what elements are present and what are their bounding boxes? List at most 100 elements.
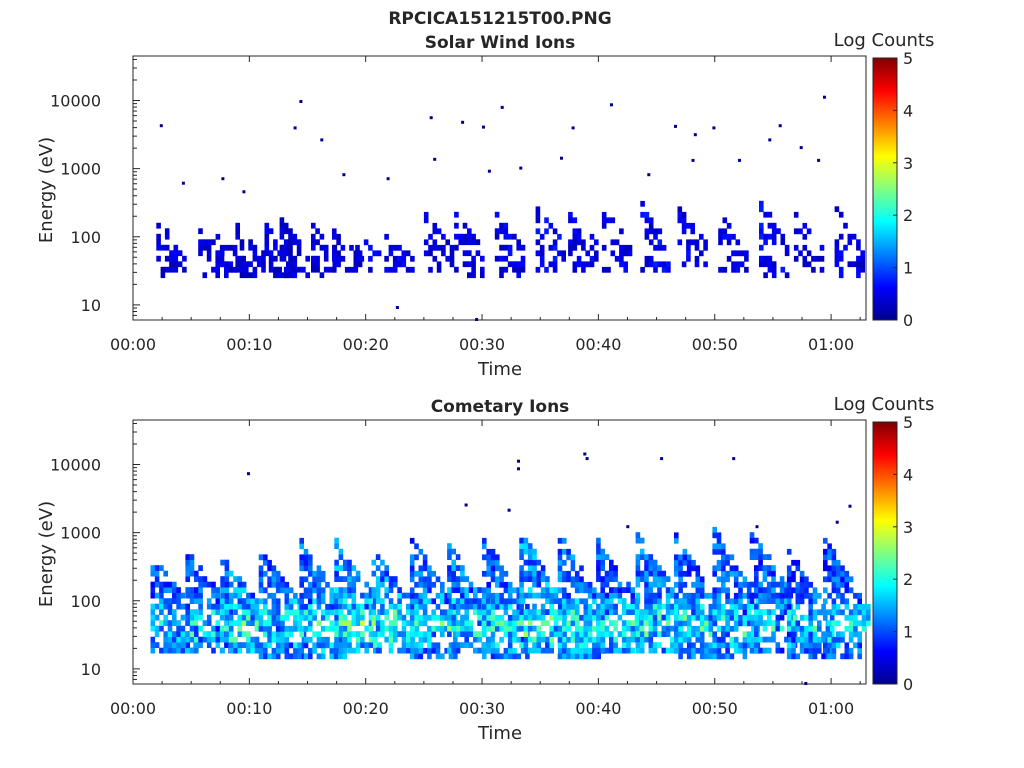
spectrogram-cell [333, 653, 339, 660]
spectrogram-cell [334, 543, 339, 549]
spectrogram-cell [708, 614, 714, 621]
spectrogram-cell [422, 603, 428, 610]
spectrogram-cell [427, 565, 432, 572]
spectrogram-cell [252, 250, 258, 257]
spectrogram-cell [838, 250, 844, 257]
spectrogram-cell [721, 642, 726, 649]
spectrogram-cell [788, 636, 793, 643]
spectrogram-cell [198, 587, 203, 593]
spectrogram-cell [263, 625, 268, 632]
spectrogram-cell [441, 244, 446, 251]
spectrogram-cell [721, 603, 726, 610]
spectrogram-cell [246, 636, 251, 643]
spectrogram-cell [600, 609, 606, 616]
spectrogram-cell [206, 631, 212, 637]
spectrogram-cell [536, 576, 542, 582]
spectrogram-cell [363, 239, 369, 246]
spectrogram-cell [694, 255, 700, 262]
spectrogram-cell [670, 642, 675, 648]
spectrogram-cell [751, 631, 756, 638]
spectrogram-cell [482, 609, 487, 616]
spectrogram-cell [735, 239, 741, 246]
spectrogram-cell [545, 587, 550, 593]
spectrogram-cell [804, 631, 809, 638]
spectrogram-cell [176, 631, 181, 637]
spectrogram-cell [428, 266, 433, 273]
spectrogram-cell [725, 620, 730, 627]
spectrogram-cell [609, 576, 614, 582]
spectrogram-cell [368, 603, 374, 610]
spectrogram-cell [581, 266, 586, 273]
spectrogram-cell [263, 559, 268, 566]
spectrogram-cell [766, 620, 772, 626]
spectrogram-cell [758, 620, 763, 626]
spectrogram-cell [853, 642, 858, 649]
spectrogram-cell [553, 631, 559, 637]
spectrogram-cell [786, 581, 792, 588]
spectrogram-cell [406, 631, 411, 637]
spectrogram-cell [653, 228, 658, 235]
spectrogram-cell [791, 559, 796, 566]
spectrogram-cell [523, 559, 529, 566]
spectrogram-cell [549, 587, 554, 593]
spectrogram-cell [721, 570, 726, 577]
spectrogram-cell [648, 261, 654, 268]
spectrogram-cell [228, 570, 234, 577]
spectrogram-cell [241, 581, 247, 588]
spectrogram-cell [519, 548, 524, 555]
spectrogram-cell [557, 576, 563, 583]
spectrogram-cell [766, 592, 772, 599]
spectrogram-cell [677, 217, 683, 224]
spectrogram-cell [762, 570, 768, 577]
spectrogram-cell [380, 570, 385, 577]
spectrogram-cell [482, 543, 487, 550]
spectrogram-cell [308, 653, 313, 660]
spectrogram-cell [482, 647, 487, 654]
spectrogram-cell [338, 625, 343, 632]
spectrogram-cell [648, 642, 654, 648]
spectrogram-cell [258, 642, 264, 649]
spectrogram-cell [746, 620, 752, 627]
spectrogram-cell [371, 592, 377, 599]
spectrogram-cell [634, 609, 640, 615]
y-tick-label: 1000 [60, 160, 101, 179]
spectrogram-cell [808, 620, 813, 627]
spectrogram-cell [286, 261, 291, 268]
spectrogram-cell [347, 625, 352, 632]
spectrogram-cell [587, 636, 593, 643]
panel-2-colorbar [872, 421, 898, 685]
spectrogram-cell [271, 576, 277, 583]
spectrogram-cell [355, 244, 360, 251]
spectrogram-cell [682, 636, 688, 643]
spectrogram-cell [549, 631, 554, 637]
spectrogram-cell [334, 642, 339, 648]
spectrogram-cell [831, 565, 837, 572]
spectrogram-cell [557, 587, 563, 594]
panel-2-spectrogram [150, 452, 871, 685]
spectrogram-cell [338, 647, 344, 654]
spectrogram-cell [617, 592, 623, 599]
spectrogram-cell [293, 592, 298, 599]
spectrogram-cell [831, 548, 837, 555]
spectrogram-outlier [429, 116, 433, 120]
spectrogram-cell [844, 614, 850, 621]
spectrogram-cell [159, 647, 164, 654]
spectrogram-cell [678, 576, 683, 583]
spectrogram-outlier [242, 190, 246, 194]
spectrogram-cell [619, 261, 624, 268]
spectrogram-cell [323, 244, 329, 251]
spectrogram-cell [795, 625, 801, 632]
y-tick-label: 1000 [60, 524, 101, 543]
spectrogram-cell [808, 653, 813, 660]
spectrogram-cell [237, 576, 243, 582]
spectrogram-cell [409, 642, 415, 649]
spectrogram-cell [220, 647, 225, 654]
spectrogram-cell [464, 592, 469, 599]
spectrogram-cell [355, 642, 361, 648]
spectrogram-cell [397, 609, 402, 615]
spectrogram-cell [273, 244, 278, 251]
spectrogram-cell [440, 587, 445, 594]
spectrogram-cell [725, 559, 730, 566]
spectrogram-cell [490, 559, 496, 566]
spectrogram-cell [604, 603, 610, 610]
